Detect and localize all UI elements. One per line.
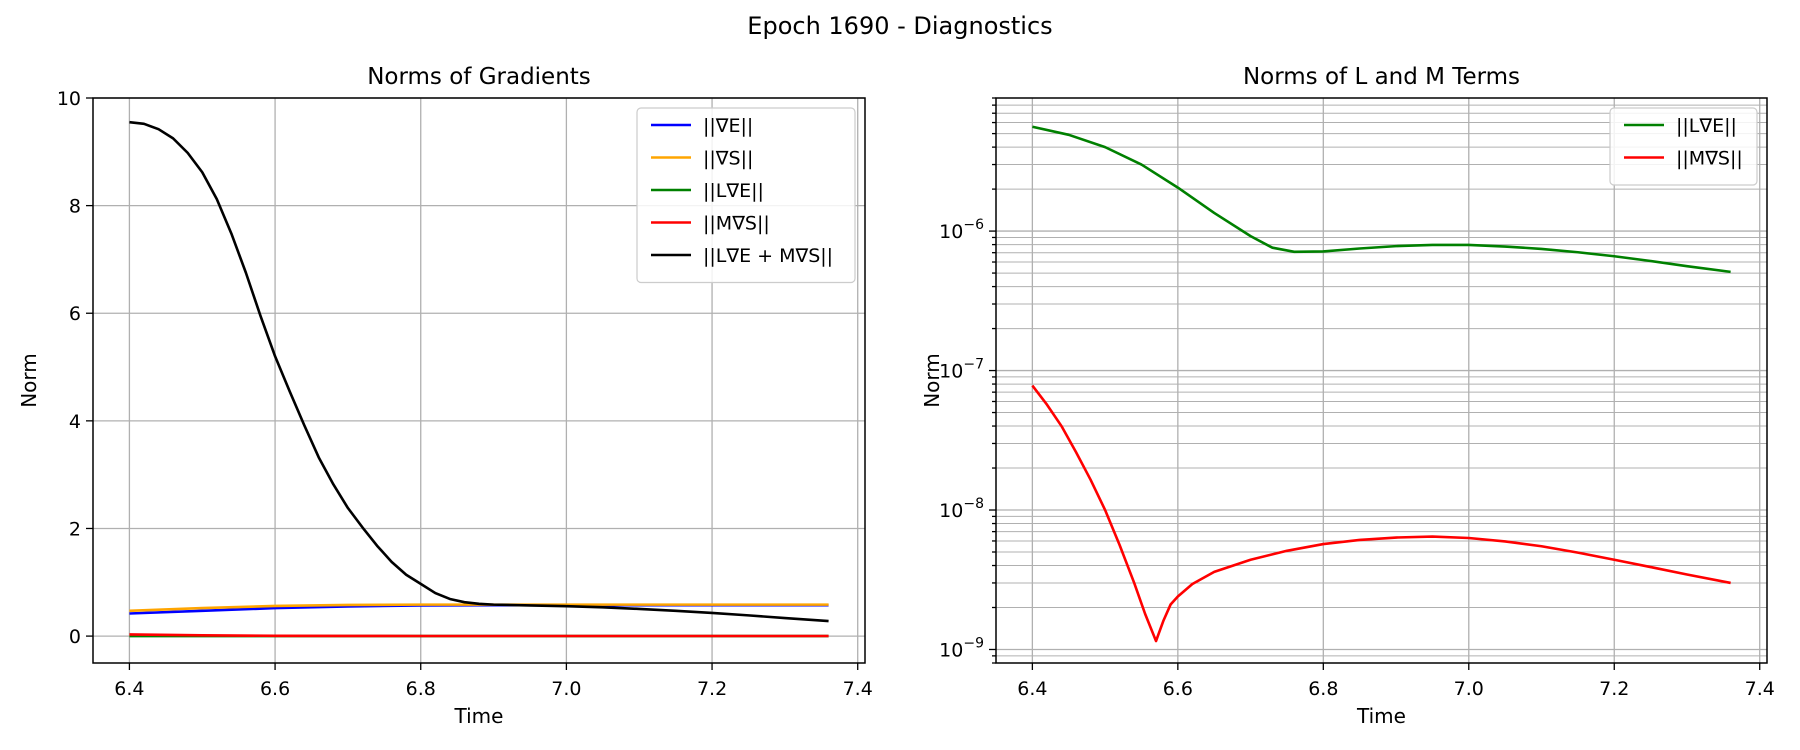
y-tick-label: 10−6 (939, 217, 984, 243)
y-tick-label: 10−7 (939, 357, 984, 383)
y-tick-label: 4 (69, 411, 81, 433)
x-axis-label: Time (454, 704, 504, 728)
y-tick-label-exponent: −6 (963, 217, 984, 233)
x-tick-label: 6.6 (260, 678, 290, 700)
y-axis-label: Norm (920, 353, 944, 408)
series-line-mgrads (129, 633, 829, 638)
y-tick-label-exponent: −8 (963, 496, 984, 512)
y-tick-label: 10 (57, 88, 81, 110)
y-tick-label: 6 (69, 303, 81, 325)
legend-label-mgrads: ||M∇S|| (703, 213, 770, 235)
gradients-norms-panel: 6.4 6.6 6.8 7.0 7.2 7.4 0 2 4 6 8 10 Norms of Gradie… (17, 64, 873, 728)
l-m-terms-panel: 6.4 6.6 6.8 7.0 7.2 7.410−910−810−710−6Norms … (920, 64, 1775, 728)
legend-label-mgrads: ||M∇S|| (1676, 148, 1743, 170)
legend-label-lgrade: ||L∇E|| (703, 180, 764, 202)
y-tick-label: 10−8 (939, 496, 984, 522)
x-tick-label: 7.2 (1599, 678, 1629, 700)
x-tick-label: 6.8 (406, 678, 436, 700)
legend-label-grade: ||∇E|| (703, 115, 753, 137)
legend-label-lgrade: ||L∇E|| (1676, 115, 1737, 137)
x-tick-label: 7.4 (1745, 678, 1775, 700)
series-line-lgrade (1032, 125, 1731, 274)
x-tick-label: 6.4 (114, 678, 144, 700)
series-line-mgrads (1031, 384, 1731, 643)
x-tick-label: 6.8 (1308, 678, 1338, 700)
plot-frame (995, 97, 1768, 664)
legend-label-lgrade-plus-mgrads: ||L∇E + M∇S|| (703, 245, 833, 267)
y-tick-label: 2 (69, 518, 81, 540)
x-tick-label: 7.4 (843, 678, 873, 700)
y-tick-label-base: 10 (939, 361, 963, 383)
legend-box (1609, 107, 1758, 186)
x-tick-label: 7.0 (1454, 678, 1484, 700)
y-tick-label-exponent: −7 (963, 357, 984, 373)
y-tick-label-base: 10 (939, 500, 963, 522)
y-tick-label: 0 (69, 626, 81, 648)
chart-title: Norms of Gradients (367, 64, 591, 90)
series-line-lgrade-plus-mgrads (129, 120, 829, 623)
x-tick-label: 7.2 (697, 678, 727, 700)
y-axis-label: Norm (17, 353, 41, 408)
x-tick-label: 6.4 (1017, 678, 1047, 700)
x-tick-label: 7.0 (551, 678, 581, 700)
y-tick-label-exponent: −9 (963, 635, 984, 651)
legend-label-grads: ||∇S|| (703, 148, 753, 170)
legend-box (636, 107, 856, 284)
x-axis-label: Time (1356, 704, 1406, 728)
plot-frame (92, 97, 866, 664)
series-line-grads (129, 603, 829, 613)
x-tick-label: 6.6 (1163, 678, 1193, 700)
chart-title: Norms of L and M Terms (1243, 64, 1520, 90)
y-tick-label-base: 10 (939, 639, 963, 661)
figure-suptitle: Epoch 1690 - Diagnostics (747, 12, 1052, 40)
y-tick-label: 10−9 (939, 635, 984, 661)
y-tick-label-base: 10 (939, 221, 963, 243)
y-tick-label: 8 (69, 196, 81, 218)
